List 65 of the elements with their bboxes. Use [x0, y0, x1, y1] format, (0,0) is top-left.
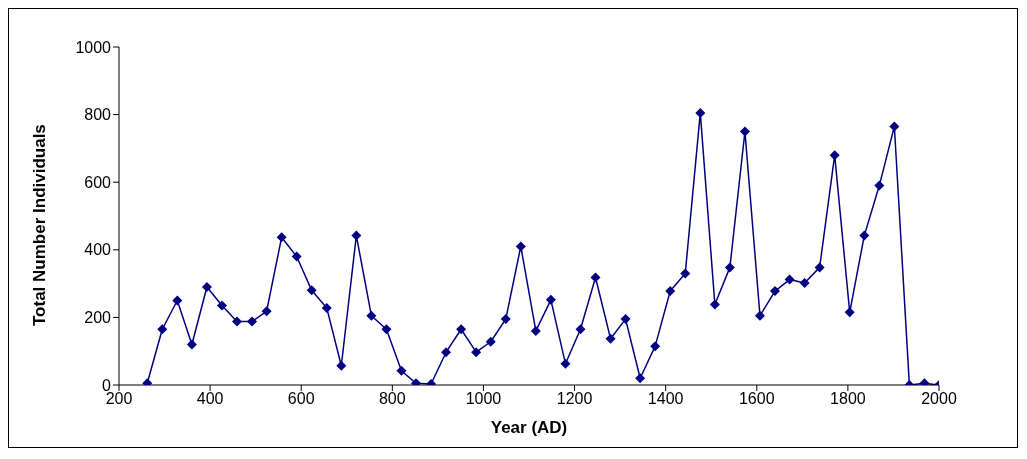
point [321, 302, 332, 313]
point [874, 180, 885, 191]
x-tick-label: 2000 [921, 390, 957, 408]
point [351, 230, 362, 241]
x-tick-label: 400 [196, 390, 224, 408]
point [770, 286, 780, 297]
point [515, 241, 526, 252]
y-axis-title: Total Number Individuals [30, 124, 50, 326]
point [709, 299, 720, 310]
point [739, 126, 750, 137]
point [635, 373, 646, 384]
x-tick-label: 800 [378, 390, 406, 408]
point [560, 358, 571, 369]
x-tick-label: 200 [105, 390, 133, 408]
x-tick-label: 1600 [738, 390, 775, 408]
point [844, 307, 855, 318]
x-tick-label: 1400 [647, 390, 684, 408]
point [186, 339, 197, 350]
point [485, 336, 496, 347]
point [590, 272, 601, 283]
point [366, 310, 377, 321]
point [814, 262, 825, 273]
x-tick-label: 1200 [556, 390, 593, 408]
point [650, 341, 661, 352]
point [695, 107, 706, 118]
point [201, 281, 212, 292]
point [336, 360, 347, 371]
y-tick-label: 1000 [75, 38, 112, 56]
point [859, 230, 870, 241]
x-tick-label: 1000 [465, 390, 502, 408]
point [456, 324, 467, 335]
point [500, 314, 511, 325]
point [829, 150, 840, 161]
point [216, 300, 227, 311]
x-tick-label: 1800 [830, 390, 866, 408]
point [889, 121, 900, 132]
point [231, 316, 242, 327]
point [530, 325, 541, 336]
y-tick-label: 800 [84, 106, 112, 124]
point [306, 285, 317, 296]
point [276, 232, 287, 243]
point [261, 306, 272, 317]
y-tick-label: 600 [84, 173, 112, 191]
y-tick-label: 200 [84, 309, 112, 327]
point [396, 365, 407, 376]
y-tick-label: 400 [84, 241, 112, 259]
point [620, 314, 631, 325]
point [441, 347, 452, 358]
point [291, 251, 302, 262]
point [575, 324, 586, 335]
point [680, 268, 691, 279]
x-axis-title: Year (AD) [490, 418, 568, 437]
point [784, 274, 795, 285]
point [172, 295, 183, 306]
point [665, 286, 676, 297]
point [799, 277, 810, 288]
point [157, 324, 168, 335]
point [754, 310, 765, 321]
point [471, 347, 482, 358]
point [724, 262, 735, 273]
point [545, 294, 556, 305]
point [381, 324, 392, 335]
point [247, 316, 258, 327]
point [605, 333, 616, 344]
x-tick-label: 600 [287, 390, 315, 408]
